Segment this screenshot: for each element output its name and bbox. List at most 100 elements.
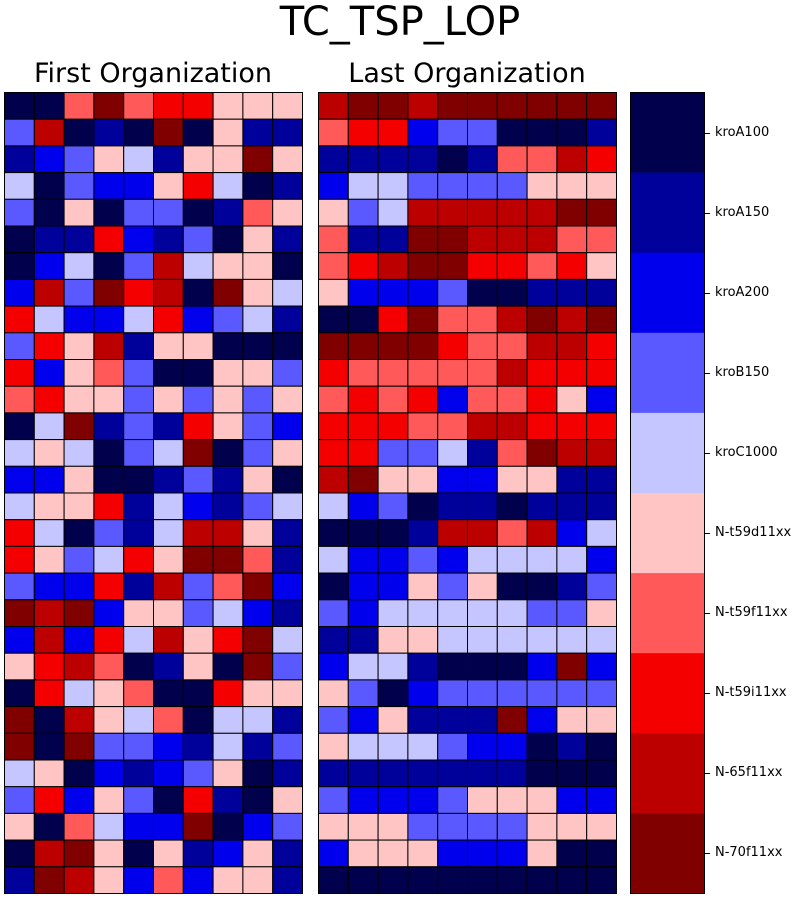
last-org-cell-r9-c8 bbox=[556, 332, 588, 361]
first-org-cell-r3-c1 bbox=[33, 172, 65, 200]
last-org-cell-r15-c3 bbox=[407, 492, 439, 521]
last-org-cell-r13-c4 bbox=[437, 439, 468, 467]
first-org-cell-r0-c8 bbox=[242, 92, 274, 120]
last-org-cell-r7-c7 bbox=[526, 278, 558, 307]
last-org-cell-r29-c1 bbox=[347, 866, 379, 894]
last-org-cell-r11-c2 bbox=[377, 385, 409, 414]
last-org-cell-r28-c5 bbox=[467, 839, 498, 868]
last-org-cell-r10-c7 bbox=[526, 359, 558, 387]
first-org-cell-r6-c1 bbox=[33, 252, 65, 280]
last-org-cell-r7-c6 bbox=[496, 278, 528, 307]
last-org-cell-r20-c7 bbox=[526, 626, 558, 654]
first-org-cell-r27-c2 bbox=[63, 812, 95, 841]
first-org-cell-r25-c7 bbox=[212, 759, 244, 788]
first-org-cell-r2-c6 bbox=[182, 145, 214, 174]
colorbar-tick-mark-1 bbox=[705, 212, 710, 214]
last-org-cell-r26-c4 bbox=[437, 786, 468, 814]
last-org-cell-r29-c9 bbox=[586, 866, 617, 894]
first-org-cell-r4-c6 bbox=[182, 198, 214, 227]
last-org-cell-r13-c6 bbox=[496, 439, 528, 467]
first-org-cell-r21-c5 bbox=[153, 652, 184, 681]
colorbar-tick-mark-7 bbox=[705, 693, 710, 695]
colorbar-tick-mark-5 bbox=[705, 533, 710, 534]
first-org-cell-r24-c5 bbox=[153, 732, 184, 761]
first-org-cell-r25-c8 bbox=[242, 759, 274, 788]
first-org-cell-r25-c2 bbox=[63, 759, 95, 788]
colorbar-segment-kroa200 bbox=[630, 252, 705, 334]
first-org-cell-r10-c0 bbox=[4, 359, 35, 387]
last-org-cell-r12-c4 bbox=[437, 412, 468, 441]
last-org-cell-r15-c1 bbox=[347, 492, 379, 521]
last-org-cell-r27-c8 bbox=[556, 812, 588, 841]
last-org-cell-r24-c1 bbox=[347, 732, 379, 761]
first-org-cell-r16-c4 bbox=[123, 519, 154, 547]
chart-title: TC_TSP_LOP bbox=[279, 0, 521, 45]
first-org-cell-r16-c8 bbox=[242, 519, 274, 547]
last-org-cell-r13-c2 bbox=[377, 439, 409, 467]
first-org-cell-r26-c4 bbox=[123, 786, 154, 814]
first-org-cell-r21-c1 bbox=[33, 652, 65, 681]
first-org-cell-r2-c0 bbox=[4, 145, 35, 174]
last-org-cell-r16-c6 bbox=[496, 519, 528, 547]
first-org-cell-r16-c3 bbox=[93, 519, 125, 547]
last-org-cell-r4-c1 bbox=[347, 198, 379, 227]
last-org-cell-r28-c9 bbox=[586, 839, 617, 868]
first-org-cell-r19-c0 bbox=[4, 599, 35, 627]
first-org-cell-r16-c7 bbox=[212, 519, 244, 547]
last-org-cell-r13-c7 bbox=[526, 439, 558, 467]
last-org-cell-r18-c3 bbox=[407, 572, 439, 601]
last-org-cell-r23-c5 bbox=[467, 706, 498, 734]
first-organization-heatmap bbox=[4, 92, 303, 894]
first-org-cell-r5-c9 bbox=[272, 225, 303, 254]
last-org-cell-r8-c6 bbox=[496, 305, 528, 334]
last-org-cell-r9-c5 bbox=[467, 332, 498, 361]
last-org-cell-r20-c2 bbox=[377, 626, 409, 654]
first-org-cell-r11-c0 bbox=[4, 385, 35, 414]
first-org-cell-r29-c6 bbox=[182, 866, 214, 894]
first-org-cell-r24-c4 bbox=[123, 732, 154, 761]
last-org-cell-r4-c6 bbox=[496, 198, 528, 227]
last-org-cell-r6-c1 bbox=[347, 252, 379, 280]
last-org-cell-r8-c5 bbox=[467, 305, 498, 334]
first-org-cell-r21-c4 bbox=[123, 652, 154, 681]
first-org-cell-r0-c4 bbox=[123, 92, 154, 120]
last-org-cell-r16-c1 bbox=[347, 519, 379, 547]
last-org-cell-r15-c7 bbox=[526, 492, 558, 521]
first-org-cell-r5-c3 bbox=[93, 225, 125, 254]
last-org-cell-r12-c1 bbox=[347, 412, 379, 441]
last-org-cell-r26-c5 bbox=[467, 786, 498, 814]
last-org-cell-r28-c7 bbox=[526, 839, 558, 868]
last-org-cell-r18-c4 bbox=[437, 572, 468, 601]
last-org-cell-r14-c2 bbox=[377, 465, 409, 494]
first-org-cell-r21-c3 bbox=[93, 652, 125, 681]
first-org-cell-r23-c4 bbox=[123, 706, 154, 734]
last-org-cell-r12-c7 bbox=[526, 412, 558, 441]
first-org-cell-r24-c8 bbox=[242, 732, 274, 761]
first-org-cell-r23-c9 bbox=[272, 706, 303, 734]
last-org-cell-r26-c6 bbox=[496, 786, 528, 814]
colorbar-segment-n-t59d11xx bbox=[630, 493, 705, 574]
first-org-cell-r20-c9 bbox=[272, 626, 303, 654]
last-org-cell-r22-c8 bbox=[556, 679, 588, 708]
last-org-cell-r15-c8 bbox=[556, 492, 588, 521]
first-org-cell-r23-c0 bbox=[4, 706, 35, 734]
last-org-cell-r21-c1 bbox=[347, 652, 379, 681]
first-org-cell-r21-c7 bbox=[212, 652, 244, 681]
first-org-cell-r20-c2 bbox=[63, 626, 95, 654]
last-org-cell-r28-c0 bbox=[318, 839, 349, 868]
first-org-cell-r19-c6 bbox=[182, 599, 214, 627]
last-org-cell-r23-c9 bbox=[586, 706, 617, 734]
last-org-cell-r7-c3 bbox=[407, 278, 439, 307]
first-org-cell-r20-c6 bbox=[182, 626, 214, 654]
first-org-cell-r20-c3 bbox=[93, 626, 125, 654]
first-org-cell-r13-c8 bbox=[242, 439, 274, 467]
last-organization-heatmap bbox=[318, 92, 617, 894]
first-org-cell-r12-c1 bbox=[33, 412, 65, 441]
last-org-cell-r1-c6 bbox=[496, 118, 528, 147]
first-org-cell-r10-c4 bbox=[123, 359, 154, 387]
first-org-cell-r19-c4 bbox=[123, 599, 154, 627]
last-org-cell-r25-c6 bbox=[496, 759, 528, 788]
first-org-cell-r22-c8 bbox=[242, 679, 274, 708]
last-org-cell-r28-c4 bbox=[437, 839, 468, 868]
last-org-cell-r6-c6 bbox=[496, 252, 528, 280]
